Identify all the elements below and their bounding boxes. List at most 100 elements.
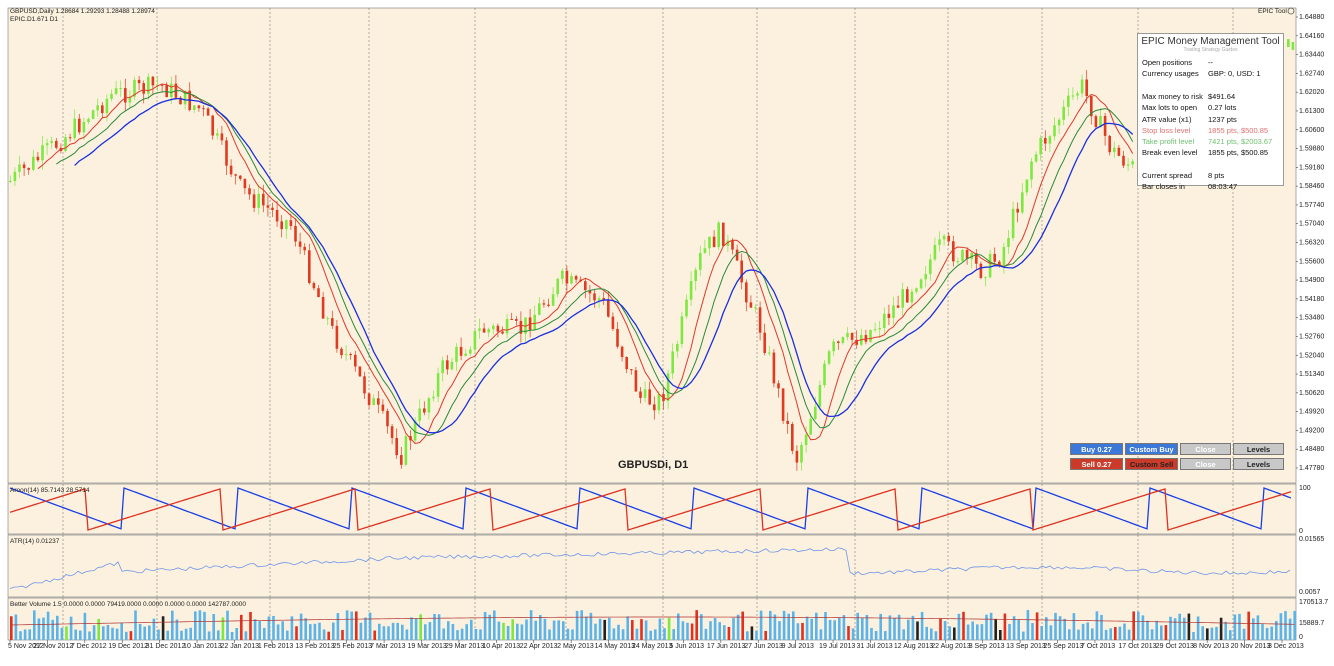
epic-tool-icon[interactable]: [1287, 7, 1295, 15]
levels-button-bottom[interactable]: Levels: [1233, 458, 1284, 470]
candle-body: [754, 307, 757, 309]
candle-body: [1016, 208, 1019, 213]
candle-body: [653, 404, 656, 411]
volume-bar: [1012, 616, 1016, 640]
custom-sell-button[interactable]: Custom Sell: [1125, 458, 1178, 470]
volume-bar: [713, 618, 717, 640]
candle-body: [570, 276, 573, 284]
candle-body: [1057, 119, 1061, 126]
volume-bar: [700, 614, 703, 640]
candle-body: [32, 156, 35, 170]
levels-button-top[interactable]: Levels: [1233, 443, 1284, 455]
candle-body: [418, 408, 421, 421]
date-tick-label: 12 Aug 2013: [894, 643, 933, 650]
candle-body: [105, 98, 109, 114]
candle-body: [326, 318, 329, 320]
volume-bar: [640, 619, 643, 640]
date-tick-label: 1 Feb 2013: [258, 643, 294, 650]
volume-bar: [539, 615, 542, 640]
candle-body: [9, 180, 12, 182]
candle-body: [110, 93, 113, 99]
sell-button[interactable]: Sell 0.27: [1070, 458, 1123, 470]
candle-body: [708, 236, 711, 249]
candle-body: [501, 331, 504, 334]
candle-body: [395, 437, 398, 456]
candle-body: [814, 406, 817, 419]
volume-bar: [368, 612, 372, 640]
volume-bar: [290, 616, 294, 640]
close-sell-button[interactable]: Close: [1180, 458, 1231, 470]
candle-body: [358, 366, 362, 377]
candle-body: [308, 250, 311, 284]
price-tick-label: 1.56320: [1299, 240, 1324, 247]
volume-bar: [1215, 626, 1218, 640]
close-buy-button[interactable]: Close: [1180, 443, 1231, 455]
custom-buy-button[interactable]: Custom Buy: [1125, 443, 1178, 455]
volume-bar: [520, 624, 524, 640]
main-vertical-grid: [62, 8, 1234, 483]
candle-body: [285, 220, 288, 230]
volume-axis-mid: 15889.7: [1299, 620, 1324, 627]
volume-bar: [1279, 613, 1283, 640]
candle-body: [179, 97, 182, 105]
volume-bar: [244, 631, 248, 640]
volume-bar: [1072, 613, 1076, 640]
date-tick-label: 7 Oct 2013: [1081, 643, 1115, 650]
candle-body: [1002, 246, 1006, 266]
volume-bar: [746, 631, 749, 640]
candle-body: [1099, 115, 1102, 128]
candle-body: [427, 398, 431, 413]
date-tick-label: 27 Nov 2012: [33, 643, 73, 650]
epic-tool-label[interactable]: EPIC Tool: [1258, 8, 1287, 15]
candle-body: [372, 398, 375, 405]
volume-bar: [355, 611, 358, 640]
candle-body: [473, 330, 477, 350]
price-tick-label: 1.64880: [1299, 14, 1324, 21]
volume-bar: [33, 610, 36, 640]
volume-bar: [529, 610, 533, 640]
volume-bar: [281, 621, 284, 640]
candle-body: [1108, 135, 1111, 153]
date-tick-label: 10 Jan 2013: [183, 643, 222, 650]
volume-bar: [1141, 615, 1145, 640]
date-tick-label: 19 Dec 2012: [108, 643, 148, 650]
price-tick-label: 1.57740: [1299, 202, 1324, 209]
candle-body: [312, 283, 316, 289]
volume-bar: [102, 626, 105, 640]
volume-bar: [617, 624, 620, 640]
atr-axis-bottom: 0.0057: [1299, 589, 1321, 596]
volume-bar: [42, 617, 45, 640]
volume-bar: [562, 621, 565, 640]
date-tick-label: 29 Mar 2013: [445, 643, 484, 650]
date-tick-label: 24 May 2013: [632, 643, 673, 650]
price-panel[interactable]: [7, 7, 1297, 484]
volume-bar: [828, 619, 832, 640]
candle-body: [464, 353, 467, 356]
candle-body: [1126, 164, 1130, 166]
volume-bar: [1123, 623, 1126, 640]
candle-body: [809, 418, 812, 435]
buy-button[interactable]: Buy 0.27: [1070, 443, 1123, 455]
candle-body: [689, 281, 693, 300]
volume-bar: [488, 614, 491, 640]
candle-body: [680, 316, 684, 344]
volume-bar: [1238, 613, 1241, 640]
volume-bar: [1114, 627, 1117, 640]
volume-bar: [79, 630, 82, 640]
volume-bar: [861, 617, 864, 640]
candle-body: [1053, 125, 1056, 137]
candle-body: [1067, 95, 1070, 107]
volume-bar: [51, 619, 54, 640]
candle-body: [450, 361, 454, 370]
volume-bar: [345, 610, 349, 640]
price-tick-label: 1.52040: [1299, 352, 1324, 359]
volume-bar: [819, 629, 823, 640]
candle-body: [524, 317, 527, 334]
volume-bar: [419, 614, 422, 640]
volume-bar: [1187, 613, 1191, 640]
candle-body: [722, 222, 725, 246]
indicator-line: EPIC.D1.671 D1: [10, 16, 58, 23]
volume-bar: [1210, 627, 1214, 640]
volume-bar: [750, 626, 754, 640]
